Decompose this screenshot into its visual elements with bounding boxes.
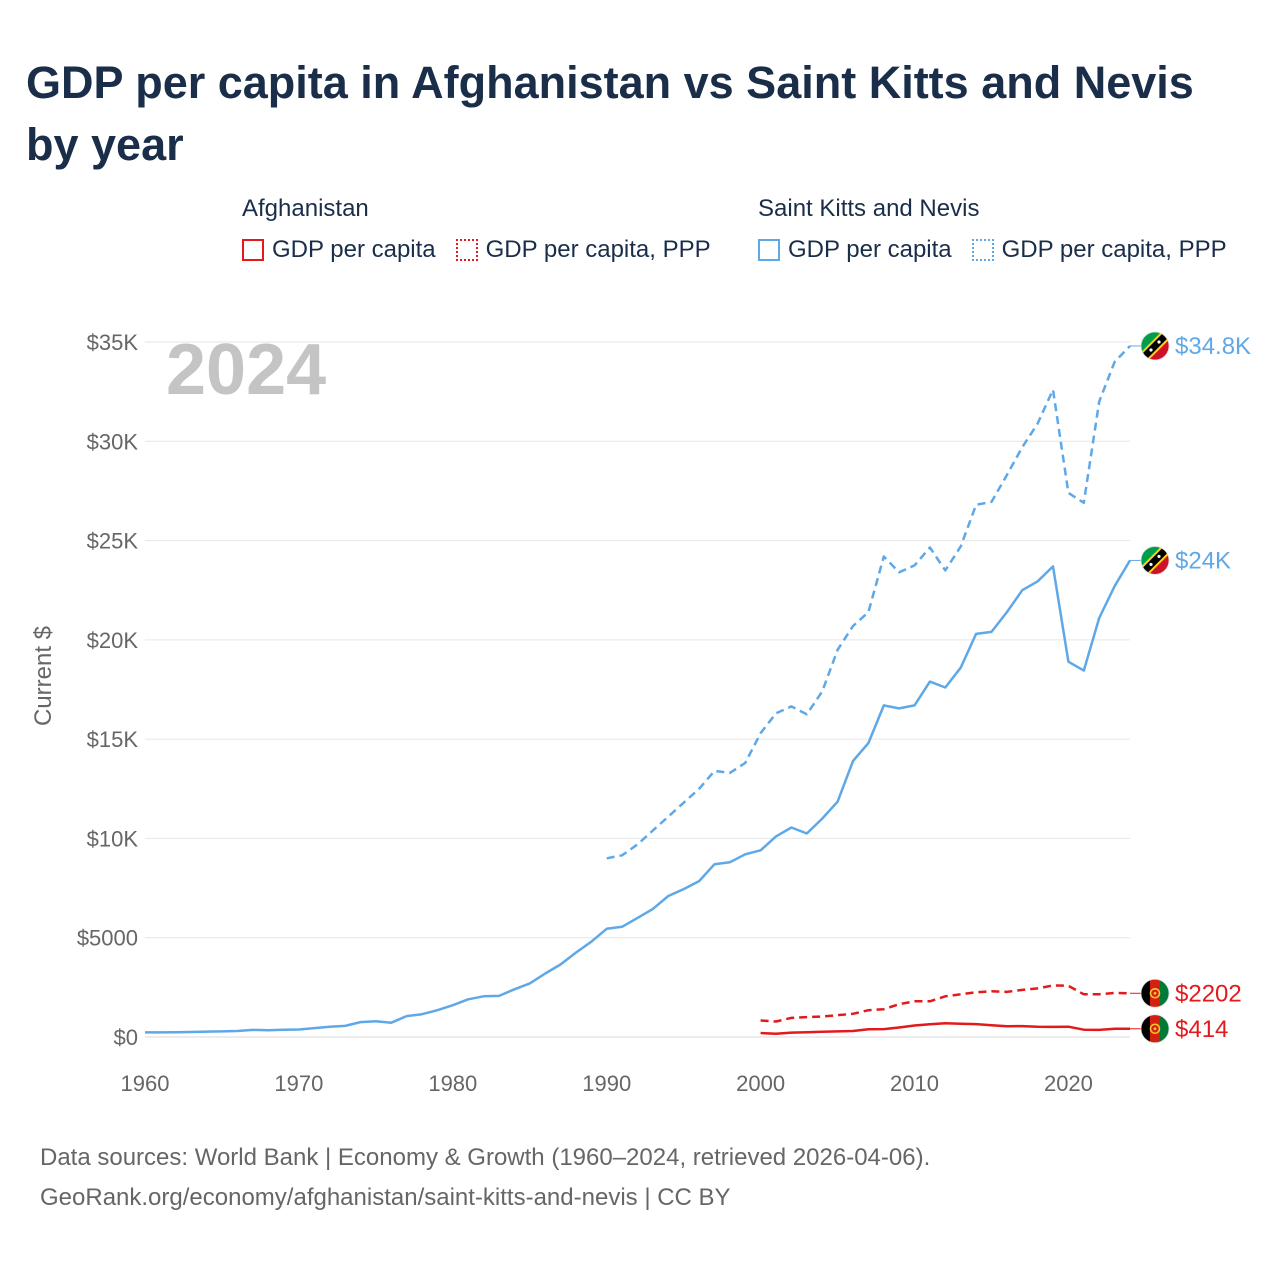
y-tick-label: $20K	[87, 628, 139, 653]
y-tick-label: $15K	[87, 727, 139, 752]
legend-label: GDP per capita, PPP	[485, 236, 711, 263]
end-value-label: $414	[1175, 1016, 1228, 1043]
legend-group-saint-kitts: Saint Kitts and Nevis GDP per capita GDP…	[758, 194, 1247, 264]
y-tick-label: $5000	[77, 926, 138, 951]
y-axis-label: Current $	[30, 626, 57, 726]
legend-item-kn-gdp-ppp[interactable]: GDP per capita, PPP	[971, 236, 1227, 264]
afghanistan-flag-icon	[1140, 978, 1170, 1008]
legend-group-title: Saint Kitts and Nevis	[758, 195, 980, 222]
series-lines	[145, 345, 1132, 1036]
saint-kitts-flag-icon	[1140, 331, 1170, 361]
y-tick-label: $0	[114, 1025, 138, 1050]
year-label: 2024	[166, 330, 326, 410]
x-tick-label: 2020	[1044, 1071, 1093, 1096]
x-tick-label: 1990	[582, 1071, 631, 1096]
chart-title: GDP per capita in Afghanistan vs Saint K…	[26, 57, 1194, 170]
end-value-label: $24K	[1175, 547, 1231, 574]
gridlines	[145, 341, 1130, 1038]
series-line	[145, 559, 1132, 1034]
legend-label: GDP per capita, PPP	[1001, 236, 1227, 263]
saint-kitts-flag-icon	[1140, 546, 1170, 575]
x-axis-ticks: 1960 1970 1980 1990 2000 2010 2020	[121, 1071, 1093, 1096]
source-line-2[interactable]: GeoRank.org/economy/afghanistan/saint-ki…	[40, 1184, 731, 1211]
x-tick-label: 2010	[890, 1071, 939, 1096]
legend-item-afghanistan-gdp[interactable]: GDP per capita	[242, 236, 436, 264]
afghanistan-flag-icon	[1140, 1014, 1170, 1044]
x-tick-label: 2000	[736, 1071, 785, 1096]
legend-group-title: Afghanistan	[242, 195, 369, 222]
series-line	[606, 345, 1131, 860]
y-tick-label: $10K	[87, 826, 139, 851]
y-tick-label: $30K	[87, 429, 139, 454]
legend-item-afghanistan-gdp-ppp[interactable]: GDP per capita, PPP	[455, 236, 711, 264]
legend-swatch-dotted-blue	[971, 239, 994, 261]
legend-group-afghanistan: Afghanistan GDP per capita GDP per capit…	[242, 194, 731, 264]
y-tick-label: $35K	[87, 330, 139, 355]
legend-swatch-dotted-red	[455, 239, 478, 261]
y-axis-ticks: $0 $5000 $10K $15K $20K $25K $30K $35K	[77, 330, 139, 1050]
x-tick-label: 1970	[274, 1071, 323, 1096]
y-tick-label: $25K	[87, 529, 139, 554]
end-value-label: $2202	[1175, 980, 1242, 1007]
legend-item-kn-gdp[interactable]: GDP per capita	[758, 236, 952, 264]
series-line	[760, 1022, 1131, 1036]
end-value-label: $34.8K	[1175, 333, 1251, 360]
legend-swatch-solid-red	[242, 239, 264, 261]
legend-swatch-solid-blue	[758, 239, 780, 261]
x-tick-label: 1980	[428, 1071, 477, 1096]
series-line	[760, 984, 1131, 1023]
end-markers: $34.8K $24K $2202 $414	[1130, 331, 1251, 1044]
source-note: Data sources: World Bank | Economy & Gro…	[40, 1138, 930, 1218]
legend-label: GDP per capita	[788, 236, 952, 263]
legend-label: GDP per capita	[272, 236, 436, 263]
x-tick-label: 1960	[121, 1071, 170, 1096]
source-line-1: Data sources: World Bank | Economy & Gro…	[40, 1144, 931, 1171]
